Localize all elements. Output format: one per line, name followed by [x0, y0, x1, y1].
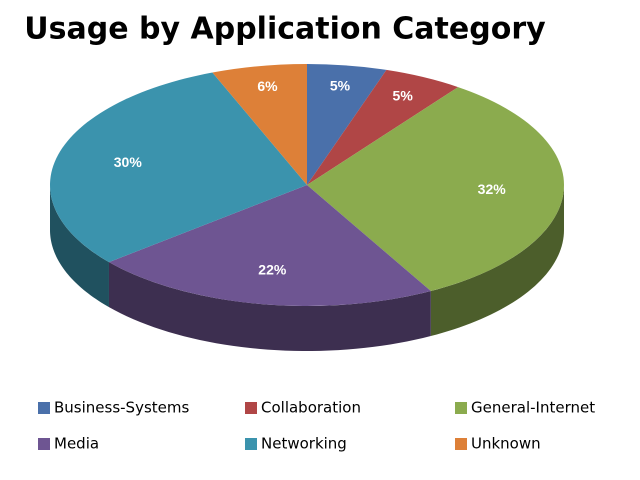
slice [307, 64, 387, 185]
legend-label: Business-Systems [54, 399, 189, 417]
slice [212, 64, 307, 185]
value-label: 5% [393, 87, 414, 103]
value-label: 30% [114, 154, 143, 170]
value-label: 5% [330, 78, 351, 94]
slice-side [108, 262, 431, 351]
legend-swatch [455, 402, 467, 414]
legend-swatch [38, 438, 50, 450]
legend-swatch [455, 438, 467, 450]
legend-label: Collaboration [261, 399, 361, 417]
legend-label: Media [54, 435, 99, 453]
slice-side [430, 185, 564, 337]
slice [307, 69, 459, 185]
value-label: 32% [478, 181, 507, 197]
legend-swatch [38, 402, 50, 414]
chart-title: Usage by Application Category [24, 12, 546, 47]
slice [307, 87, 564, 292]
legend-swatch [245, 402, 257, 414]
value-label: 6% [257, 78, 278, 94]
value-label: 22% [258, 261, 287, 277]
legend-label: Unknown [471, 435, 541, 453]
slice [108, 185, 431, 307]
legend-swatch [245, 438, 257, 450]
slice [50, 72, 307, 263]
legend-label: General-Internet [471, 399, 595, 417]
legend-label: Networking [261, 435, 347, 453]
slice-side [50, 185, 109, 308]
